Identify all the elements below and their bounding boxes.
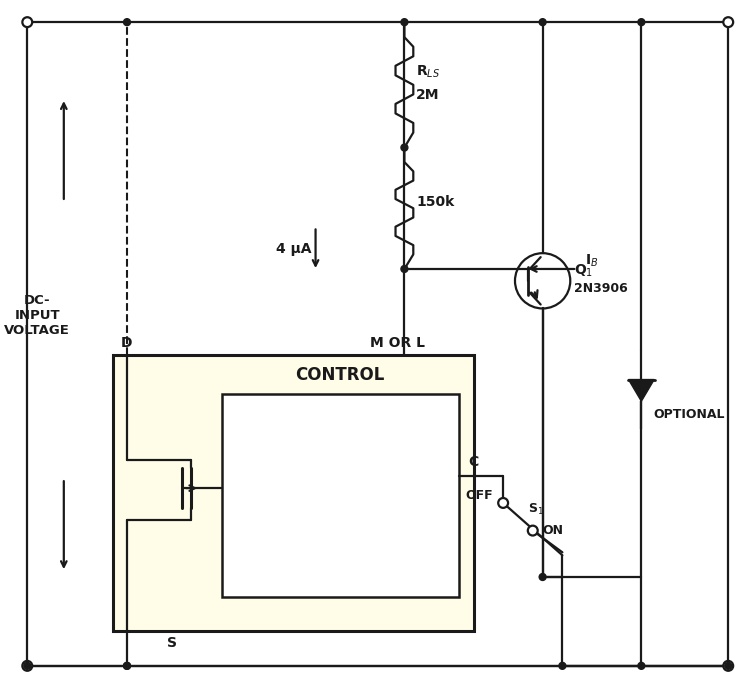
- Text: R$_{LS}$: R$_{LS}$: [416, 63, 440, 80]
- Circle shape: [401, 144, 408, 151]
- Circle shape: [401, 266, 408, 272]
- Polygon shape: [629, 380, 654, 401]
- Text: D: D: [121, 336, 133, 350]
- Text: C: C: [468, 455, 479, 469]
- Text: 2N3906: 2N3906: [574, 282, 628, 295]
- Circle shape: [124, 663, 131, 669]
- Bar: [222, 394, 459, 596]
- Circle shape: [22, 661, 32, 671]
- Circle shape: [638, 19, 645, 25]
- Circle shape: [539, 19, 546, 25]
- Text: S: S: [167, 636, 178, 650]
- Bar: [113, 355, 474, 632]
- Circle shape: [528, 526, 538, 535]
- Text: 2M: 2M: [416, 88, 439, 103]
- Circle shape: [22, 17, 32, 27]
- Circle shape: [724, 661, 733, 671]
- Text: I$_B$: I$_B$: [585, 253, 598, 269]
- Circle shape: [638, 663, 645, 669]
- Text: OFF: OFF: [466, 488, 493, 502]
- Text: 150k: 150k: [416, 195, 454, 209]
- Text: DC-
INPUT
VOLTAGE: DC- INPUT VOLTAGE: [4, 294, 70, 337]
- Circle shape: [725, 663, 732, 669]
- Circle shape: [124, 19, 131, 25]
- Circle shape: [539, 574, 546, 581]
- Circle shape: [401, 19, 408, 25]
- Text: CONTROL: CONTROL: [295, 365, 385, 384]
- Text: OPTIONAL: OPTIONAL: [653, 407, 724, 420]
- Text: 4 μA: 4 μA: [276, 242, 312, 256]
- Text: Q$_1$: Q$_1$: [574, 263, 593, 279]
- Text: S$_1$: S$_1$: [528, 502, 544, 517]
- Circle shape: [559, 663, 565, 669]
- Circle shape: [24, 663, 31, 669]
- Circle shape: [724, 17, 733, 27]
- Text: M OR L: M OR L: [370, 336, 425, 350]
- Text: ON: ON: [542, 524, 564, 537]
- Circle shape: [124, 663, 131, 669]
- Circle shape: [498, 498, 508, 508]
